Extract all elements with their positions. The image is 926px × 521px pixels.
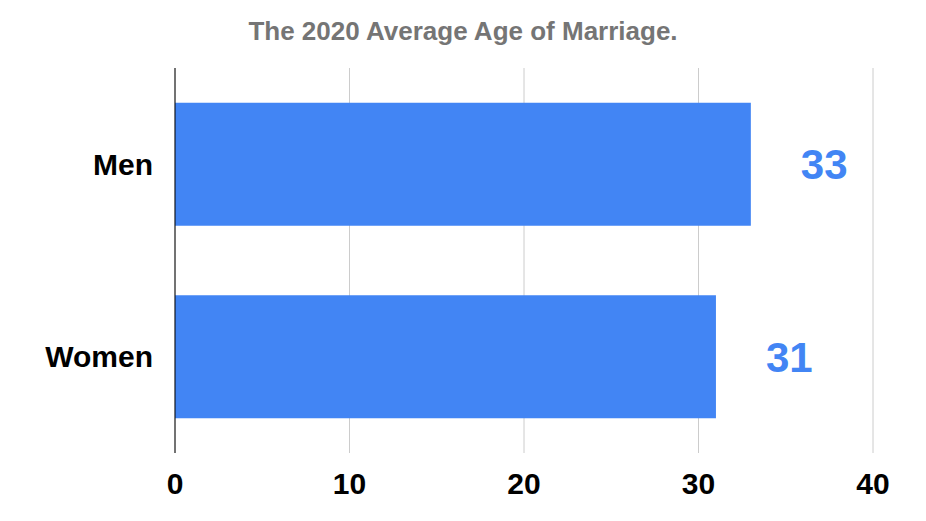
svg-text:Men: Men [93, 148, 153, 181]
svg-text:0: 0 [167, 467, 184, 500]
svg-text:30: 30 [682, 467, 715, 500]
svg-text:31: 31 [766, 334, 813, 381]
svg-text:Women: Women [45, 340, 153, 373]
svg-text:33: 33 [801, 141, 848, 188]
svg-text:20: 20 [507, 467, 540, 500]
svg-text:40: 40 [856, 467, 889, 500]
html-text:The 2020 Average Age of Marria: The 2020 Average Age of Marriage. [248, 16, 678, 46]
svg-text:10: 10 [333, 467, 366, 500]
